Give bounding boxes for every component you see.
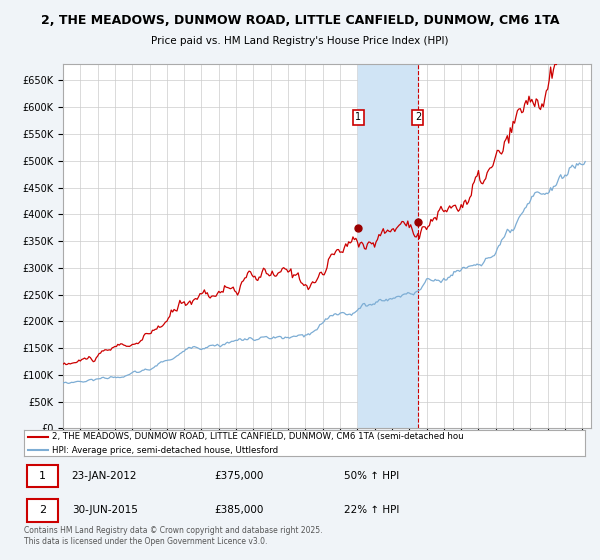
Text: 1: 1 xyxy=(39,471,46,481)
Text: Price paid vs. HM Land Registry's House Price Index (HPI): Price paid vs. HM Land Registry's House … xyxy=(151,36,449,46)
Text: HPI: Average price, semi-detached house, Uttlesford: HPI: Average price, semi-detached house,… xyxy=(52,446,278,455)
Text: 2, THE MEADOWS, DUNMOW ROAD, LITTLE CANFIELD, DUNMOW, CM6 1TA: 2, THE MEADOWS, DUNMOW ROAD, LITTLE CANF… xyxy=(41,14,559,27)
Text: Contains HM Land Registry data © Crown copyright and database right 2025.
This d: Contains HM Land Registry data © Crown c… xyxy=(24,526,323,546)
FancyBboxPatch shape xyxy=(27,499,58,521)
Text: 23-JAN-2012: 23-JAN-2012 xyxy=(71,471,137,481)
Bar xyxy=(358,64,418,428)
Text: £375,000: £375,000 xyxy=(215,471,264,481)
Text: 50% ↑ HPI: 50% ↑ HPI xyxy=(344,471,399,481)
Text: 2: 2 xyxy=(415,112,421,122)
Text: £385,000: £385,000 xyxy=(215,505,264,515)
Text: 30-JUN-2015: 30-JUN-2015 xyxy=(71,505,137,515)
Text: 2: 2 xyxy=(39,505,46,515)
Text: 1: 1 xyxy=(355,112,361,122)
FancyBboxPatch shape xyxy=(27,465,58,487)
Text: 22% ↑ HPI: 22% ↑ HPI xyxy=(344,505,399,515)
Text: 2, THE MEADOWS, DUNMOW ROAD, LITTLE CANFIELD, DUNMOW, CM6 1TA (semi-detached hou: 2, THE MEADOWS, DUNMOW ROAD, LITTLE CANF… xyxy=(52,432,464,441)
